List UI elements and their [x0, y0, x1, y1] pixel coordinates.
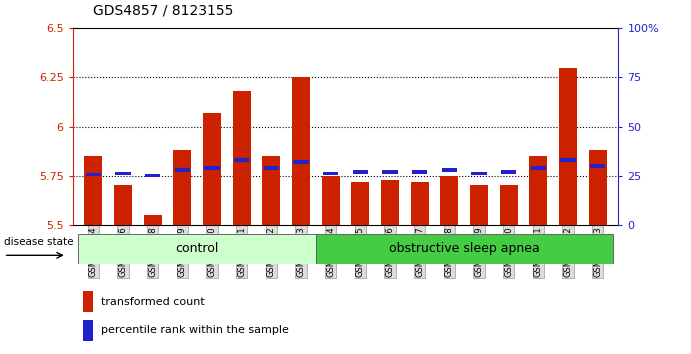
Bar — [145, 174, 160, 177]
Text: disease state: disease state — [3, 237, 73, 247]
Bar — [529, 156, 547, 225]
Bar — [470, 185, 488, 225]
Bar — [352, 182, 369, 225]
Bar — [203, 113, 221, 225]
Bar — [442, 168, 457, 172]
Bar — [175, 168, 190, 172]
Bar — [115, 172, 131, 176]
Bar — [590, 164, 605, 167]
Bar — [471, 172, 486, 176]
Bar — [322, 176, 339, 225]
Bar — [353, 170, 368, 173]
Bar — [501, 170, 516, 173]
Bar — [559, 68, 577, 225]
Bar — [234, 158, 249, 162]
Bar — [294, 160, 309, 164]
Text: transformed count: transformed count — [102, 297, 205, 307]
Text: GDS4857 / 8123155: GDS4857 / 8123155 — [93, 4, 234, 18]
Bar — [264, 166, 279, 170]
Bar — [292, 78, 310, 225]
Bar — [84, 320, 93, 341]
Bar — [410, 182, 428, 225]
Bar — [114, 185, 132, 225]
Bar — [84, 156, 102, 225]
Text: obstructive sleep apnea: obstructive sleep apnea — [389, 242, 540, 255]
Bar — [381, 179, 399, 225]
Bar — [86, 173, 101, 176]
Bar — [531, 166, 546, 170]
Text: percentile rank within the sample: percentile rank within the sample — [102, 325, 290, 335]
Bar — [79, 234, 316, 264]
Bar — [233, 91, 251, 225]
Bar — [500, 185, 518, 225]
Bar — [205, 166, 220, 170]
Bar — [84, 291, 93, 312]
Bar — [440, 176, 458, 225]
Bar — [144, 215, 162, 225]
Text: control: control — [176, 242, 219, 255]
Bar — [316, 234, 612, 264]
Bar — [263, 156, 281, 225]
Bar — [589, 150, 607, 225]
Bar — [382, 170, 397, 173]
Bar — [560, 158, 576, 162]
Bar — [173, 150, 191, 225]
Bar — [412, 170, 427, 173]
Bar — [323, 172, 338, 176]
